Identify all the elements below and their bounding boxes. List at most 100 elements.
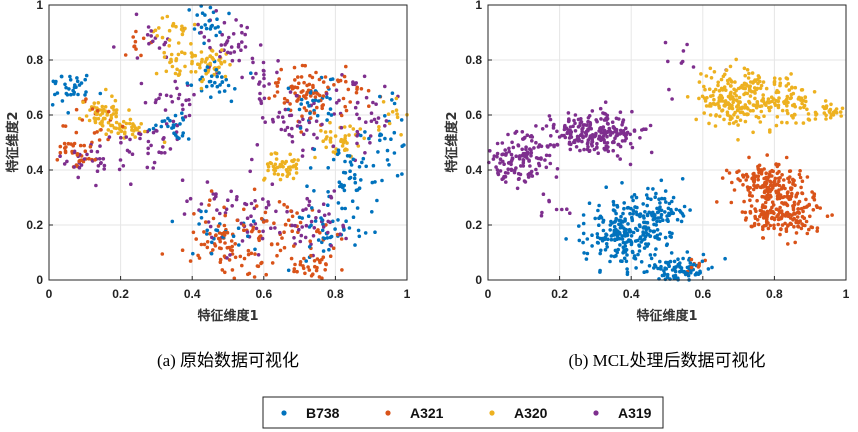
point-b738: [665, 242, 669, 246]
point-a319: [218, 55, 222, 59]
point-a321: [222, 223, 227, 228]
point-a319: [251, 76, 255, 80]
panel-a-ylabel: 特征维度2: [5, 111, 21, 172]
point-a321: [298, 260, 303, 264]
point-b738: [669, 251, 674, 255]
point-b738: [623, 229, 627, 234]
point-b738: [195, 13, 199, 17]
point-a319: [621, 118, 626, 122]
point-a320: [160, 35, 165, 40]
point-a320: [829, 102, 833, 107]
point-a319: [208, 224, 213, 229]
point-a319: [566, 111, 571, 115]
point-a321: [316, 92, 320, 96]
point-a319: [588, 123, 593, 127]
point-b738: [710, 265, 714, 270]
point-b738: [336, 218, 340, 222]
point-a320: [745, 112, 749, 116]
point-a321: [778, 205, 782, 210]
point-a320: [162, 50, 166, 55]
point-a319: [666, 59, 670, 64]
point-a319: [534, 156, 539, 160]
point-a319: [102, 167, 106, 171]
point-a320: [386, 112, 391, 116]
point-a319: [681, 49, 686, 53]
point-a321: [797, 199, 802, 204]
point-a319: [504, 180, 508, 184]
point-b738: [624, 259, 629, 264]
x-tick-label: 0.6: [255, 287, 272, 301]
point-b738: [378, 94, 382, 99]
point-a319: [495, 154, 499, 159]
point-a319: [580, 139, 584, 144]
point-a321: [180, 248, 185, 252]
point-b738: [325, 95, 329, 99]
point-a320: [758, 79, 762, 84]
point-a319: [599, 138, 603, 142]
point-b738: [312, 147, 317, 152]
point-a320: [778, 81, 783, 85]
point-a321: [293, 78, 297, 82]
point-a319: [145, 129, 150, 134]
point-a319: [602, 128, 607, 133]
point-a321: [792, 225, 796, 229]
point-b738: [390, 98, 394, 102]
point-b738: [286, 86, 291, 91]
point-a319: [228, 253, 232, 257]
point-b738: [343, 206, 348, 211]
point-a321: [257, 235, 262, 239]
x-tick-label: 0.4: [623, 287, 640, 301]
point-a321: [95, 109, 100, 113]
point-a319: [287, 113, 292, 118]
point-a320: [333, 134, 338, 138]
point-a319: [292, 236, 296, 240]
point-a320: [746, 76, 751, 80]
point-a319: [513, 168, 517, 173]
point-a319: [82, 157, 87, 161]
point-a319: [691, 65, 696, 69]
point-a320: [181, 29, 185, 33]
point-a319: [503, 171, 508, 175]
point-a319: [667, 87, 671, 92]
point-b738: [653, 195, 657, 199]
point-b738: [355, 206, 360, 210]
point-a319: [383, 124, 387, 128]
point-b738: [383, 136, 387, 141]
point-a320: [157, 26, 161, 30]
point-a320: [199, 86, 204, 91]
point-a319: [341, 224, 346, 229]
point-a319: [149, 29, 153, 33]
point-b738: [667, 211, 671, 216]
point-a319: [234, 197, 239, 202]
point-a321: [63, 149, 68, 153]
point-b738: [84, 73, 89, 78]
legend-marker-a321: [385, 410, 391, 416]
point-a320: [761, 80, 766, 84]
point-a319: [329, 194, 333, 199]
point-a320: [286, 172, 291, 176]
point-a321: [295, 269, 299, 274]
point-a319: [663, 40, 668, 45]
point-a319: [107, 135, 112, 139]
point-b738: [310, 206, 314, 210]
point-a320: [774, 123, 779, 128]
point-a320: [127, 121, 132, 126]
point-b738: [670, 268, 675, 272]
point-b738: [236, 226, 241, 230]
x-tick-label: 1: [404, 287, 411, 301]
point-b738: [202, 41, 206, 46]
point-a320: [143, 129, 147, 134]
point-a320: [790, 114, 794, 118]
point-a320: [266, 168, 270, 173]
point-a320: [747, 99, 751, 104]
point-a319: [332, 189, 337, 193]
point-a320: [755, 101, 760, 106]
point-b738: [651, 210, 655, 215]
point-a319: [516, 171, 521, 176]
point-a319: [322, 213, 327, 218]
point-b738: [628, 211, 632, 216]
point-b738: [597, 203, 601, 208]
point-a319: [267, 203, 271, 207]
point-b738: [623, 244, 628, 248]
point-b738: [706, 267, 711, 271]
